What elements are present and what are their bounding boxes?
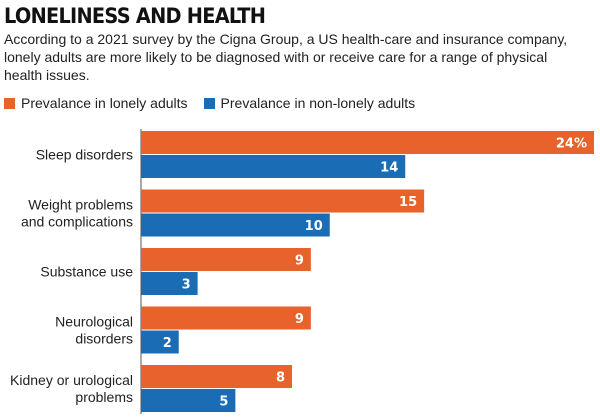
- bar-lonely: [141, 248, 311, 271]
- data-label-lonely: 24%: [556, 137, 587, 152]
- category-label: and complications: [21, 214, 133, 230]
- bar-lonely: [141, 189, 425, 213]
- category-label: Kidney or urological: [10, 372, 133, 388]
- data-label-lonely: 9: [295, 254, 304, 269]
- category-label: Weight problems: [28, 197, 133, 213]
- data-label-non-lonely: 2: [163, 336, 172, 351]
- legend-swatch-lonely: [4, 97, 15, 109]
- bar-non-lonely: [141, 330, 179, 354]
- category-label: Substance use: [40, 264, 133, 280]
- legend-item-lonely: Prevalance in lonely adults: [4, 95, 188, 111]
- data-label-non-lonely: 5: [219, 395, 228, 410]
- legend-label-non-lonely: Prevalance in non-lonely adults: [220, 95, 416, 111]
- data-label-lonely: 9: [295, 312, 304, 327]
- legend-item-non-lonely: Prevalance in non-lonely adults: [203, 95, 416, 111]
- data-label-lonely: 8: [276, 371, 285, 386]
- chart-subtitle: According to a 2021 survey by the Cigna …: [4, 31, 568, 83]
- bar-non-lonely: [141, 272, 198, 295]
- chart-title: LONELINESS AND HEALTH: [4, 4, 266, 28]
- bar-lonely: [141, 365, 292, 388]
- category-label: Neurological: [55, 314, 133, 330]
- data-label-non-lonely: 10: [305, 219, 323, 234]
- category-label: problems: [75, 389, 133, 405]
- bar-lonely: [141, 306, 311, 330]
- data-label-non-lonely: 14: [380, 161, 398, 176]
- data-label-non-lonely: 3: [182, 278, 191, 293]
- legend-label-lonely: Prevalance in lonely adults: [21, 95, 188, 111]
- data-label-lonely: 15: [399, 195, 417, 210]
- bar-non-lonely: [141, 213, 330, 237]
- bar-lonely: [141, 131, 594, 154]
- legend: Prevalance in lonely adults Prevalance i…: [4, 95, 431, 111]
- category-label: Sleep disorders: [36, 147, 133, 163]
- bar-non-lonely: [141, 389, 236, 412]
- legend-swatch-non-lonely: [203, 97, 215, 109]
- category-label: disorders: [75, 331, 133, 347]
- bar-non-lonely: [141, 155, 406, 178]
